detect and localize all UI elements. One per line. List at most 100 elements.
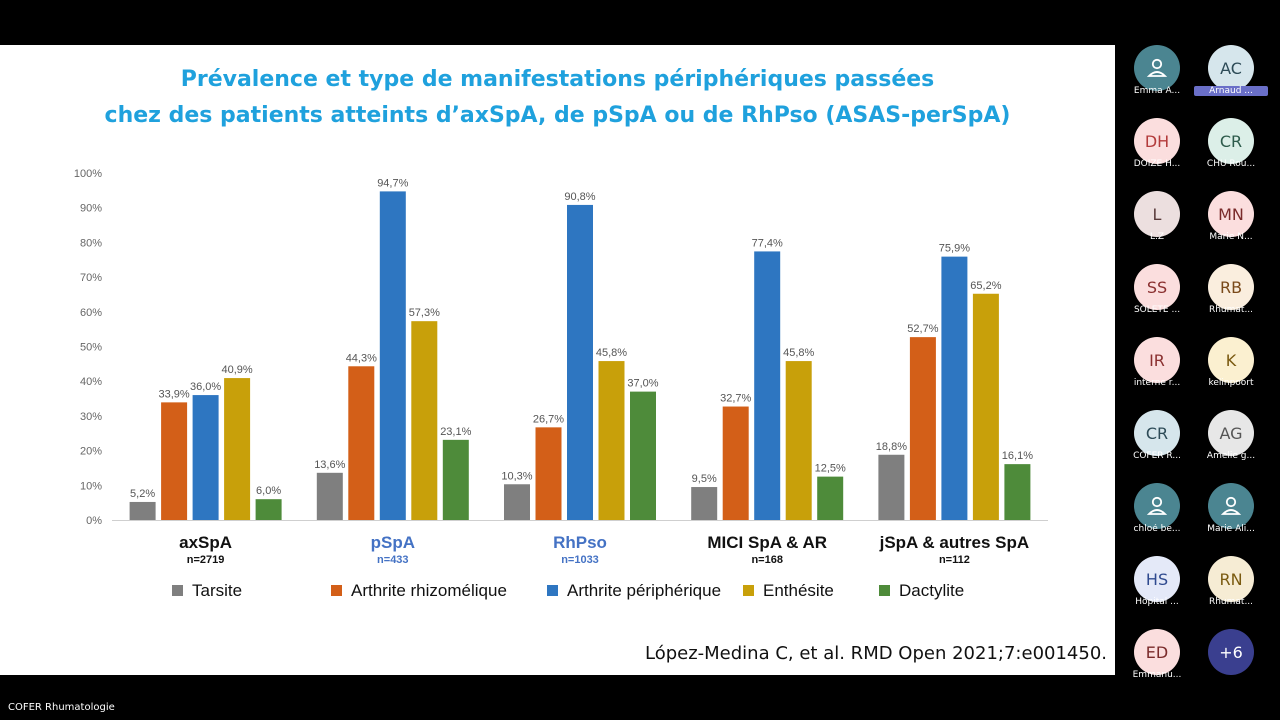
legend-swatch [547, 585, 558, 596]
participant-name: CHU Rou... [1206, 159, 1256, 169]
participant-name: Marie Ali... [1207, 524, 1255, 534]
participant-avatar: SS [1134, 264, 1180, 310]
participant-avatar: AG [1208, 410, 1254, 456]
bar [909, 337, 936, 520]
participant-avatar: CR [1134, 410, 1180, 456]
category-label: RhPso [553, 533, 607, 552]
participant-name: Emma A... [1133, 86, 1181, 96]
bar-value-label: 37,0% [627, 378, 658, 390]
participant-tile[interactable]: AC Arnaud ... [1194, 40, 1268, 110]
bar [972, 293, 999, 520]
legend-swatch [879, 585, 890, 596]
participant-name: Amelie g... [1206, 451, 1256, 461]
bar [1004, 464, 1031, 520]
bar-value-label: 77,4% [752, 237, 783, 249]
participant-tile[interactable]: AG Amelie g... [1194, 405, 1268, 475]
legend-swatch [743, 585, 754, 596]
y-tick-label: 40% [80, 376, 102, 388]
participant-avatar: IR [1134, 337, 1180, 383]
y-tick-label: 70% [80, 272, 102, 284]
category-n-label: n=1033 [561, 554, 599, 566]
bar-value-label: 13,6% [314, 459, 345, 471]
participant-name: kelinpoort [1208, 378, 1254, 388]
bar [255, 499, 282, 520]
bar-value-label: 9,5% [692, 473, 717, 485]
bar-value-label: 75,9% [939, 243, 970, 255]
category-label: pSpA [371, 533, 415, 552]
category-n-label: n=168 [751, 554, 783, 566]
bar-value-label: 45,8% [783, 347, 814, 359]
bar-value-label: 52,7% [907, 323, 938, 335]
meeting-name-label: COFER Rhumatologie [8, 702, 115, 713]
bar-value-label: 33,9% [158, 388, 189, 400]
legend-label: Arthrite périphérique [567, 581, 721, 600]
bar [941, 256, 968, 520]
citation: López-Medina C, et al. RMD Open 2021;7:e… [644, 643, 1107, 664]
y-tick-label: 0% [86, 515, 102, 527]
participant-tile[interactable]: chloé be... [1120, 478, 1194, 548]
legend-label: Enthésite [763, 581, 834, 600]
bar-value-label: 12,5% [815, 463, 846, 475]
participant-name: DOIZE H... [1133, 159, 1181, 169]
participant-tile[interactable]: RN Rhumat... [1194, 551, 1268, 621]
bar [535, 427, 562, 520]
participant-name: Rhumat... [1208, 305, 1254, 315]
bar-value-label: 32,7% [720, 393, 751, 405]
bar-value-label: 6,0% [256, 485, 281, 497]
more-participants-button[interactable]: +6 [1194, 624, 1268, 694]
bar [348, 366, 375, 520]
participant-name: Hôpital ... [1135, 597, 1179, 607]
bar [411, 321, 438, 520]
participant-tile[interactable]: HS Hôpital ... [1120, 551, 1194, 621]
participant-tile[interactable]: DH DOIZE H... [1120, 113, 1194, 183]
person-icon [1134, 45, 1180, 91]
y-tick-label: 100% [74, 168, 102, 180]
legend-swatch [331, 585, 342, 596]
participant-tile[interactable]: MN Marie N... [1194, 186, 1268, 256]
bar [878, 454, 905, 520]
bar-value-label: 57,3% [409, 307, 440, 319]
participant-name: Arnaud ... [1194, 86, 1268, 96]
legend-label: Tarsite [192, 581, 242, 600]
bar-value-label: 90,8% [564, 191, 595, 203]
y-tick-label: 60% [80, 307, 102, 319]
bar [598, 361, 625, 520]
category-n-label: n=2719 [187, 554, 225, 566]
participant-tile[interactable]: SS SOLETE ... [1120, 259, 1194, 329]
participant-tile[interactable]: Emma A... [1120, 40, 1194, 110]
bar [817, 476, 844, 520]
participant-tile[interactable]: IR interne r... [1120, 332, 1194, 402]
bar [192, 395, 219, 520]
participant-tile[interactable]: ED Emmanu... [1120, 624, 1194, 694]
y-tick-label: 50% [80, 342, 102, 354]
category-label: MICI SpA & AR [707, 533, 827, 552]
bar [785, 361, 812, 520]
participant-name: SOLETE ... [1133, 305, 1181, 315]
y-tick-label: 20% [80, 446, 102, 458]
bar [379, 191, 406, 521]
participant-name: Emmanu... [1132, 670, 1182, 680]
participant-avatar: L [1134, 191, 1180, 237]
category-label: jSpA & autres SpA [879, 533, 1030, 552]
participant-tile[interactable]: CR CHU Rou... [1194, 113, 1268, 183]
person-icon [1208, 483, 1254, 529]
bar [224, 378, 251, 520]
participant-tile[interactable]: Marie Ali... [1194, 478, 1268, 548]
bar-value-label: 94,7% [377, 177, 408, 189]
participant-avatar: +6 [1208, 629, 1254, 675]
bar [567, 204, 593, 520]
participant-name: interne r... [1133, 378, 1181, 388]
participant-tile[interactable]: CR COFER R... [1120, 405, 1194, 475]
participant-name: Rhumat... [1208, 597, 1254, 607]
bar-value-label: 10,3% [501, 470, 532, 482]
participant-tile[interactable]: RB Rhumat... [1194, 259, 1268, 329]
legend-label: Dactylite [899, 581, 964, 600]
bar-value-label: 23,1% [440, 426, 471, 438]
category-n-label: n=433 [377, 554, 409, 566]
bar-value-label: 5,2% [130, 488, 155, 500]
participant-avatar: RB [1208, 264, 1254, 310]
participant-avatar: CR [1208, 118, 1254, 164]
participant-tile[interactable]: L L.Z [1120, 186, 1194, 256]
participant-name: Marie N... [1209, 232, 1253, 242]
